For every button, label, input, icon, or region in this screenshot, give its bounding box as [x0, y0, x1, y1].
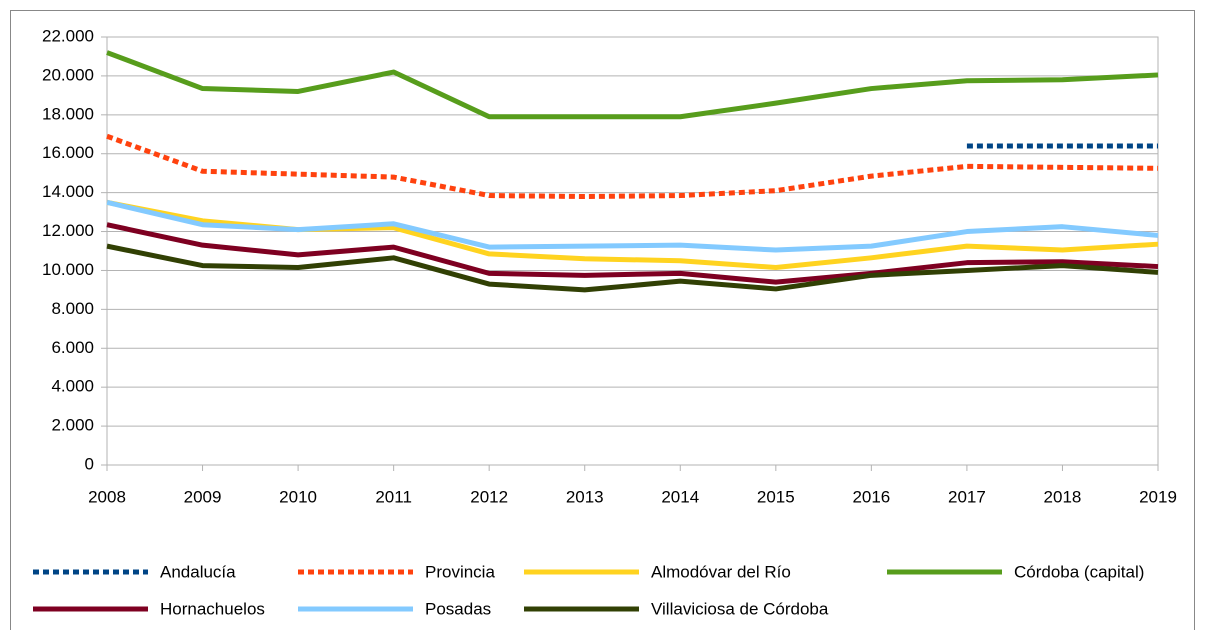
x-tick-label: 2008	[88, 487, 126, 506]
y-tick-label: 16.000	[42, 143, 94, 162]
y-tick-label: 8.000	[51, 299, 94, 318]
x-tick-label: 2018	[1044, 487, 1082, 506]
x-tick-label: 2009	[184, 487, 222, 506]
x-tick-label: 2017	[948, 487, 986, 506]
y-tick-label: 6.000	[51, 338, 94, 357]
series-line	[106, 199, 1159, 271]
legend-label: Provincia	[425, 562, 495, 581]
legend-label: Hornachuelos	[160, 599, 265, 618]
legend-label: Villaviciosa de Córdoba	[651, 599, 829, 618]
x-tick-label: 2015	[757, 487, 795, 506]
y-tick-label: 0	[85, 454, 94, 473]
y-tick-label: 4.000	[51, 377, 94, 396]
y-tick-label: 10.000	[42, 260, 94, 279]
legend-label: Posadas	[425, 599, 491, 618]
x-tick-label: 2014	[661, 487, 699, 506]
y-tick-label: 22.000	[42, 26, 94, 45]
x-tick-label: 2019	[1139, 487, 1177, 506]
y-tick-label: 2.000	[51, 416, 94, 435]
plot-area	[106, 36, 1159, 466]
series-line	[106, 199, 1159, 253]
series-line	[106, 133, 1159, 200]
x-tick-label: 2016	[852, 487, 890, 506]
legend-label: Córdoba (capital)	[1014, 562, 1144, 581]
legend-label: Almodóvar del Río	[651, 562, 791, 581]
x-tick-label: 2013	[566, 487, 604, 506]
x-tick-label: 2010	[279, 487, 317, 506]
x-tick-label: 2011	[375, 487, 412, 506]
series-line	[106, 50, 1159, 120]
y-tick-label: 12.000	[42, 221, 94, 240]
y-tick-label: 14.000	[42, 182, 94, 201]
series-line	[106, 243, 1159, 293]
series-line	[106, 222, 1159, 285]
x-tick-label: 2012	[470, 487, 508, 506]
chart-frame	[10, 10, 1195, 630]
y-tick-label: 18.000	[42, 104, 94, 123]
legend-label: Andalucía	[160, 562, 236, 581]
y-tick-label: 20.000	[42, 65, 94, 84]
